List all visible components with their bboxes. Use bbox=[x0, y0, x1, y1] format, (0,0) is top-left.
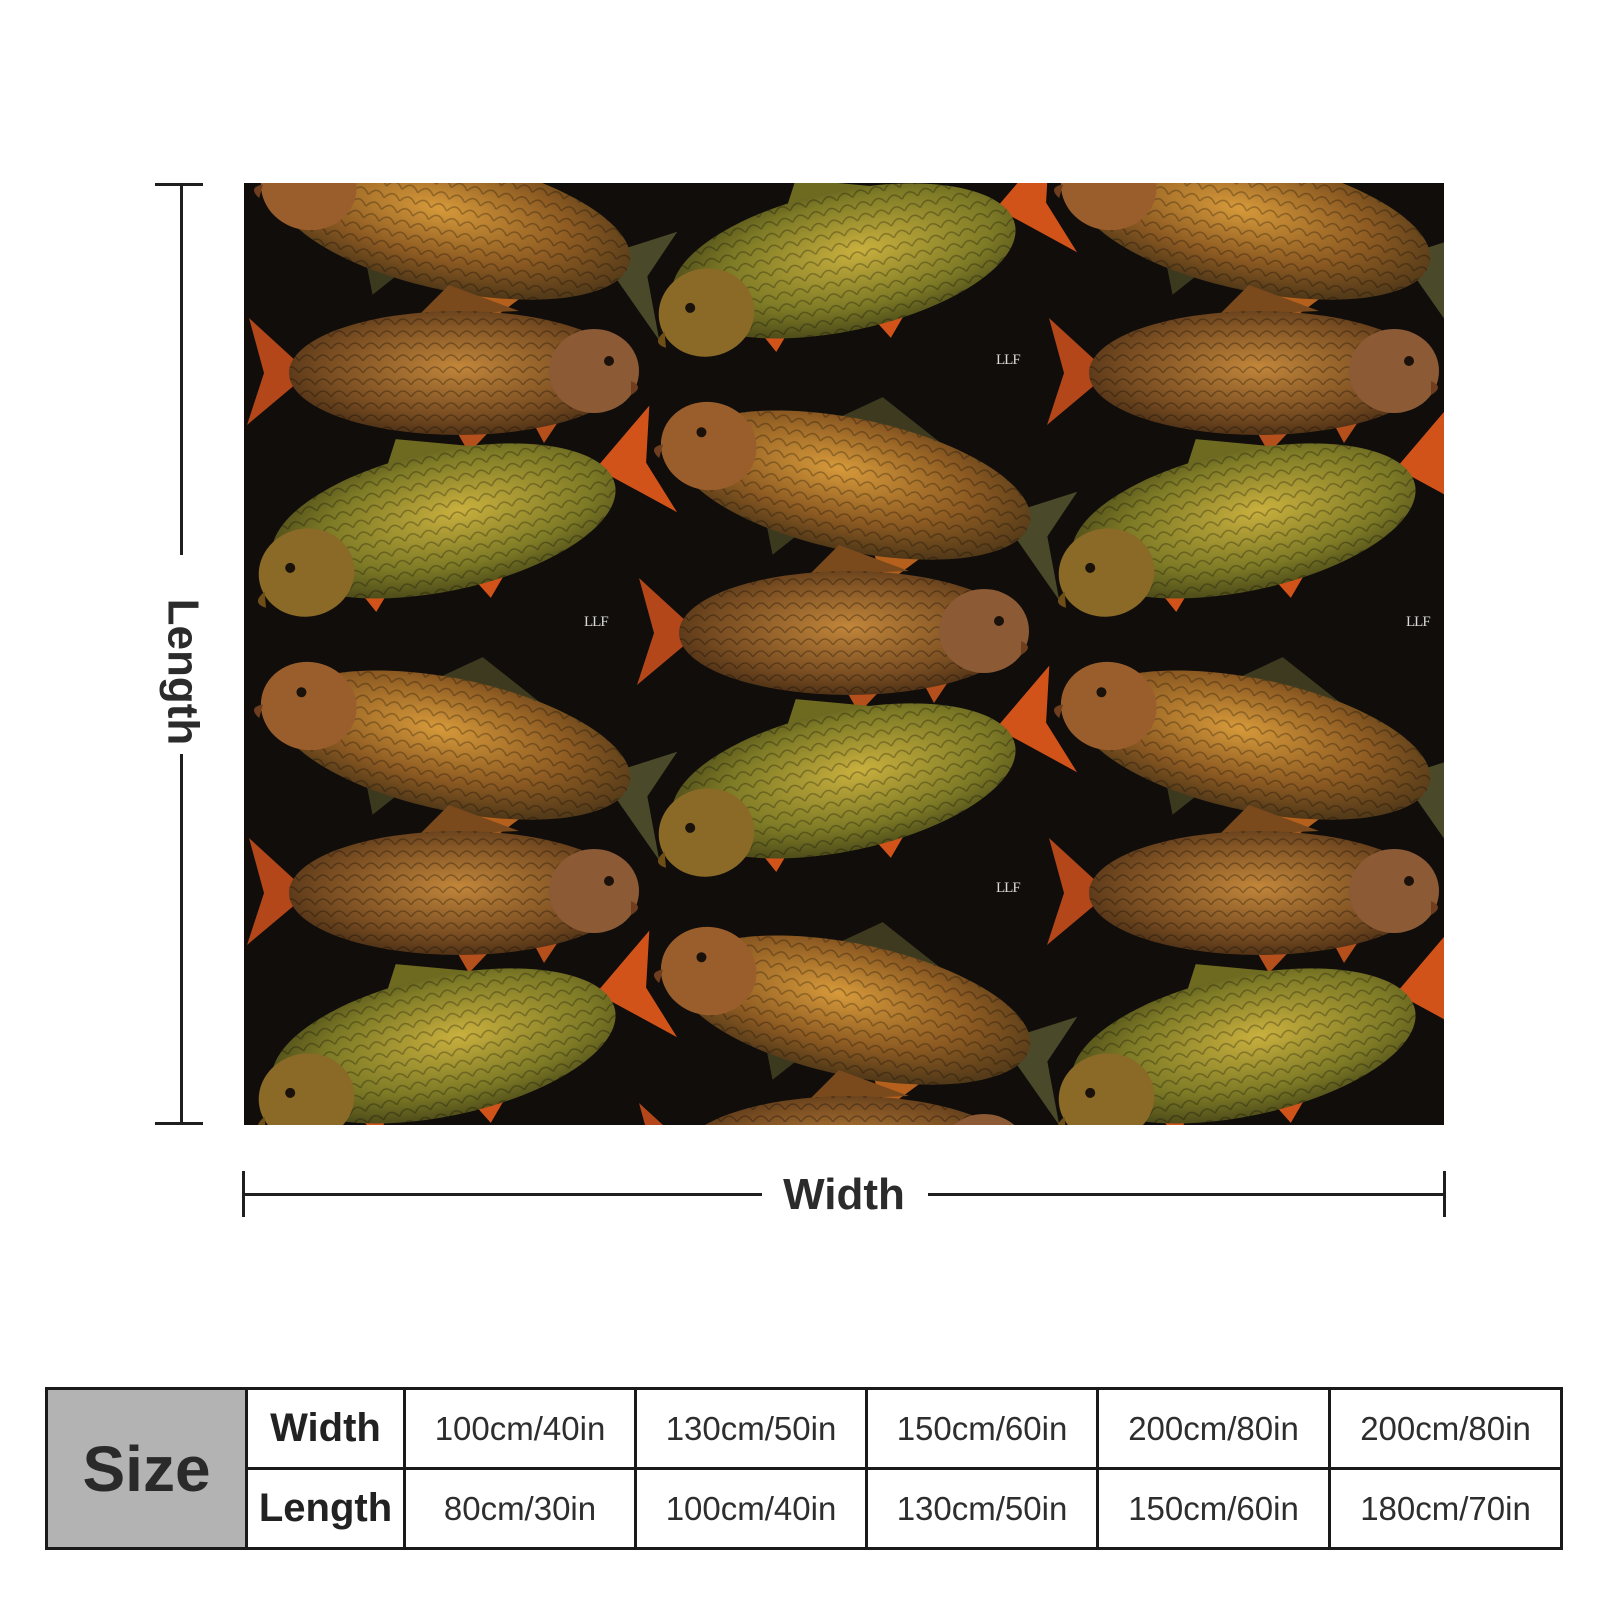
length-value: 80cm/30in bbox=[403, 1467, 637, 1550]
artist-watermark-logo: LLF bbox=[1406, 614, 1431, 630]
width-label: Width bbox=[783, 1170, 905, 1219]
width-value: 200cm/80in bbox=[1096, 1387, 1331, 1470]
length-value: 150cm/60in bbox=[1096, 1467, 1331, 1550]
blanket-print-preview: LLF LLF LLF LLF bbox=[244, 183, 1444, 1125]
length-row-label: Length bbox=[245, 1467, 406, 1550]
size-chart-table: Size Width 100cm/40in 130cm/50in 150cm/6… bbox=[45, 1387, 1563, 1550]
length-guide-line-upper bbox=[180, 183, 183, 555]
width-guide-line-left bbox=[242, 1193, 762, 1196]
length-row: Length 80cm/30in 100cm/40in 130cm/50in 1… bbox=[47, 1467, 1563, 1550]
width-row-label: Width bbox=[245, 1387, 406, 1470]
width-value: 150cm/60in bbox=[865, 1387, 1099, 1470]
width-value: 130cm/50in bbox=[634, 1387, 868, 1470]
length-guide-line-lower bbox=[180, 754, 183, 1124]
length-guide-top-tick bbox=[155, 183, 203, 186]
length-value: 180cm/70in bbox=[1328, 1467, 1563, 1550]
artist-watermark-logo: LLF bbox=[584, 614, 609, 630]
width-value: 100cm/40in bbox=[403, 1387, 637, 1470]
artist-watermark-logo: LLF bbox=[996, 352, 1021, 368]
artist-watermark-logo: LLF bbox=[996, 880, 1021, 896]
length-label: Length bbox=[158, 598, 208, 746]
width-row: Size Width 100cm/40in 130cm/50in 150cm/6… bbox=[45, 1387, 1563, 1550]
width-value: 200cm/80in bbox=[1328, 1387, 1563, 1470]
size-heading: Size bbox=[45, 1387, 248, 1550]
length-value: 100cm/40in bbox=[634, 1467, 868, 1550]
length-guide-bottom-tick bbox=[155, 1122, 203, 1125]
length-value: 130cm/50in bbox=[865, 1467, 1099, 1550]
width-guide-line-right bbox=[928, 1193, 1446, 1196]
carp-pattern-illustration bbox=[244, 183, 1444, 1125]
